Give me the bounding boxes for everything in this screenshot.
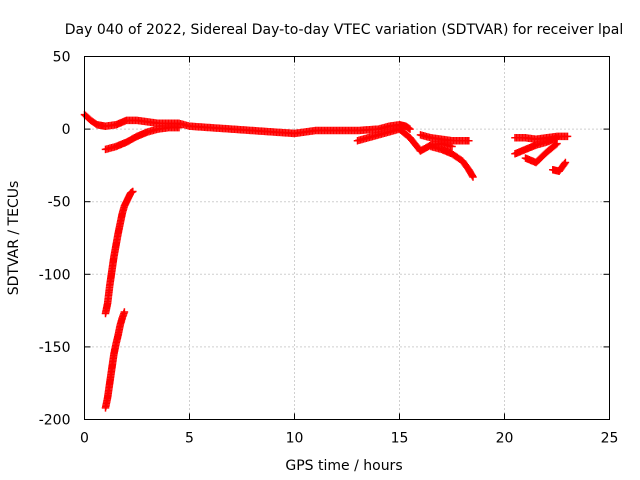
y-tick-label: 0 (62, 122, 71, 138)
data-marks (80, 110, 572, 412)
data-point (552, 140, 560, 149)
data-point (561, 158, 570, 167)
x-tick-label: 10 (286, 431, 304, 447)
series-trace-night-c (521, 139, 561, 167)
data-point (553, 134, 561, 142)
series-trace-near-zero (80, 110, 414, 138)
series-trace-late-d (416, 139, 456, 155)
y-axis-label: SDTVAR / TECUs (6, 181, 22, 296)
data-point (448, 142, 456, 151)
x-tick-label: 25 (601, 431, 619, 447)
series-trace-early-lower (101, 123, 183, 154)
data-point (560, 159, 569, 168)
series-trace-late-b (416, 131, 473, 145)
y-tick-label: -100 (39, 267, 71, 283)
x-tick-label: 15 (391, 431, 409, 447)
x-tick-label: 5 (185, 431, 194, 447)
series-trace-steep-low (101, 308, 129, 412)
data-point (553, 139, 561, 148)
axis-ticks: 0 5 10 15 20 25 -200 -150 -100 -50 0 50 (39, 50, 619, 447)
series-trace-late-a (353, 125, 425, 155)
x-axis-label: GPS time / hours (285, 458, 402, 474)
data-point (469, 173, 477, 181)
series-trace-night-d (549, 158, 570, 175)
data-point (120, 308, 129, 316)
y-tick-label: -150 (39, 340, 71, 356)
grid (84, 56, 610, 420)
y-tick-label: -50 (48, 195, 71, 211)
data-point (465, 136, 473, 145)
data-point (129, 187, 137, 196)
y-tick-label: -200 (39, 413, 71, 429)
plot-frame (84, 56, 610, 420)
chart-title: Day 040 of 2022, Sidereal Day-to-day VTE… (65, 22, 623, 38)
x-tick-label: 0 (80, 431, 89, 447)
x-tick-label: 20 (496, 431, 514, 447)
data-point (406, 125, 414, 133)
series-trace-night-b (511, 134, 561, 158)
series-trace-steep-rise (101, 187, 137, 318)
data-point (175, 123, 183, 132)
data-point (563, 132, 572, 141)
y-tick-label: 50 (53, 50, 71, 66)
